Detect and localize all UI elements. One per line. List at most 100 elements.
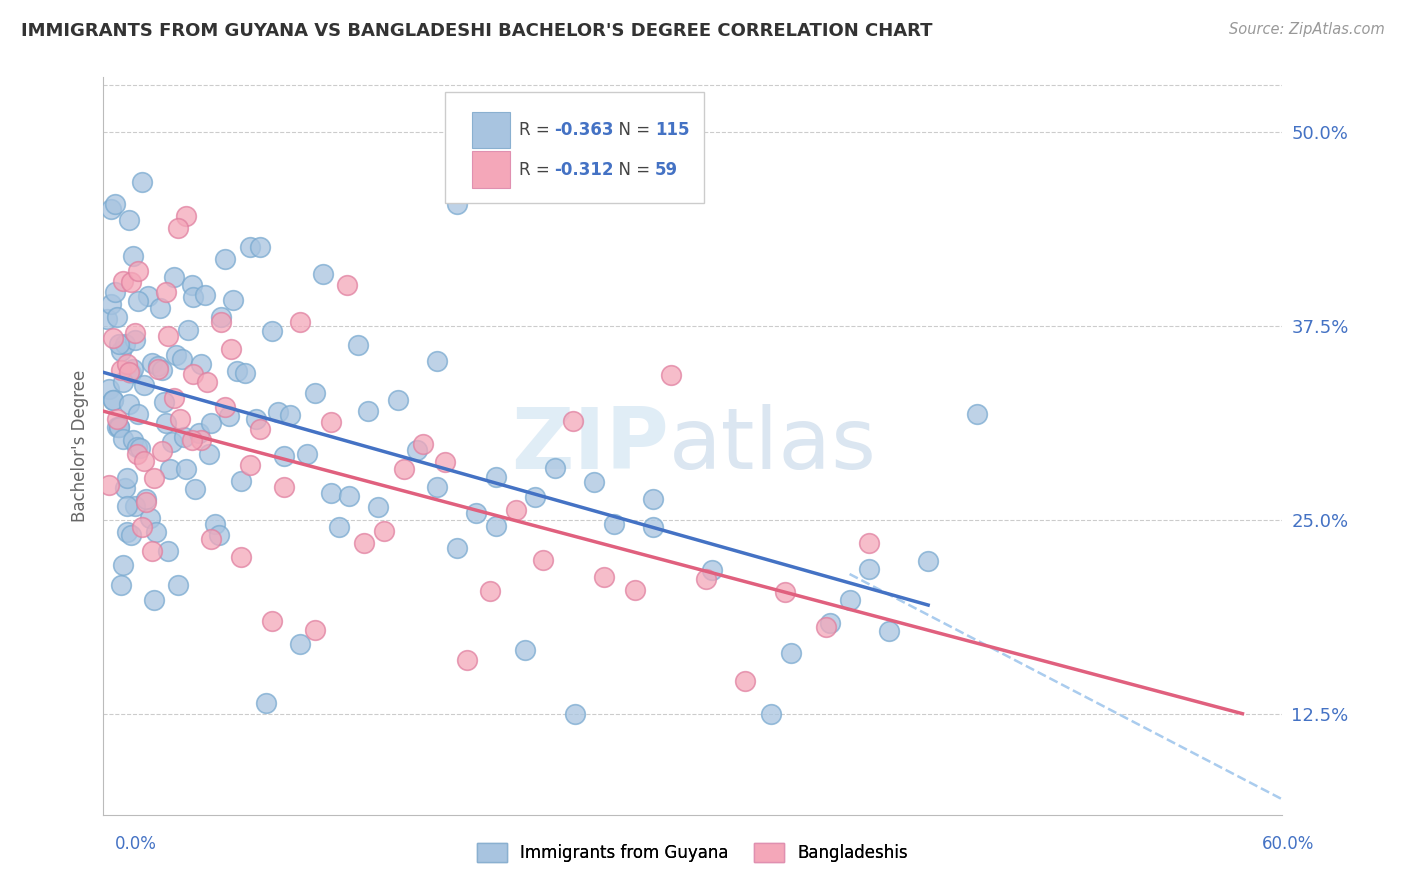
Point	[561, 414, 583, 428]
Point	[150, 363, 173, 377]
Point	[273, 480, 295, 494]
Point	[433, 455, 456, 469]
Point	[180, 434, 202, 448]
Point	[127, 293, 149, 308]
Point	[267, 405, 290, 419]
Point	[357, 404, 380, 418]
Point	[260, 615, 283, 629]
Point	[160, 434, 183, 449]
Point	[118, 365, 141, 379]
Point	[101, 393, 124, 408]
Point	[643, 492, 665, 507]
Point	[110, 363, 132, 377]
Text: ZIP: ZIP	[512, 404, 669, 488]
Point	[353, 536, 375, 550]
Point	[204, 517, 226, 532]
Point	[134, 378, 156, 392]
Point	[505, 503, 527, 517]
Point	[249, 422, 271, 436]
Point	[124, 326, 146, 340]
Text: N =: N =	[607, 121, 655, 139]
Point	[260, 324, 283, 338]
Point	[208, 528, 231, 542]
Point	[515, 643, 537, 657]
Point	[273, 449, 295, 463]
Point	[773, 585, 796, 599]
Point	[183, 290, 205, 304]
Text: 60.0%: 60.0%	[1263, 835, 1315, 853]
Point	[412, 437, 434, 451]
FancyBboxPatch shape	[472, 112, 510, 148]
Point	[759, 707, 782, 722]
Point	[406, 443, 429, 458]
Point	[118, 213, 141, 227]
Point	[190, 357, 212, 371]
Point	[115, 525, 138, 540]
Point	[814, 619, 837, 633]
Point	[278, 408, 301, 422]
Legend: Immigrants from Guyana, Bangladeshis: Immigrants from Guyana, Bangladeshis	[471, 837, 914, 869]
Point	[115, 470, 138, 484]
Point	[155, 285, 177, 299]
Point	[143, 592, 166, 607]
Point	[304, 386, 326, 401]
Point	[118, 397, 141, 411]
Point	[229, 550, 252, 565]
Y-axis label: Bachelor's Degree: Bachelor's Degree	[72, 370, 89, 522]
Point	[190, 433, 212, 447]
Point	[110, 578, 132, 592]
Point	[120, 366, 142, 380]
Point	[100, 297, 122, 311]
Point	[121, 433, 143, 447]
Point	[111, 558, 134, 573]
Point	[108, 337, 131, 351]
Point	[145, 524, 167, 539]
Point	[531, 553, 554, 567]
Point	[917, 554, 939, 568]
Point	[426, 480, 449, 494]
Point	[98, 477, 121, 491]
Point	[110, 343, 132, 358]
Point	[446, 197, 468, 211]
Point	[174, 209, 197, 223]
Point	[288, 637, 311, 651]
Text: N =: N =	[607, 161, 655, 178]
Point	[214, 252, 236, 267]
Point	[131, 520, 153, 534]
Point	[838, 593, 860, 607]
Point	[188, 425, 211, 440]
Point	[163, 270, 186, 285]
Text: R =: R =	[519, 121, 555, 139]
Point	[214, 400, 236, 414]
Point	[225, 364, 247, 378]
Point	[108, 420, 131, 434]
Point	[643, 520, 665, 534]
Point	[858, 562, 880, 576]
Point	[104, 285, 127, 300]
Point	[183, 367, 205, 381]
FancyBboxPatch shape	[472, 152, 510, 187]
Point	[165, 349, 187, 363]
Point	[129, 441, 152, 455]
Point	[105, 310, 128, 325]
Point	[159, 462, 181, 476]
Point	[143, 471, 166, 485]
Point	[734, 673, 756, 688]
Point	[858, 536, 880, 550]
Point	[180, 278, 202, 293]
Point	[127, 264, 149, 278]
Point	[173, 430, 195, 444]
Point	[218, 409, 240, 423]
Point	[603, 517, 626, 532]
Point	[624, 582, 647, 597]
Point	[229, 474, 252, 488]
Point	[200, 532, 222, 546]
Point	[120, 528, 142, 542]
Point	[98, 382, 121, 396]
Point	[200, 416, 222, 430]
Text: -0.312: -0.312	[554, 161, 614, 178]
Point	[96, 312, 118, 326]
Point	[134, 454, 156, 468]
Point	[125, 440, 148, 454]
Point	[166, 578, 188, 592]
